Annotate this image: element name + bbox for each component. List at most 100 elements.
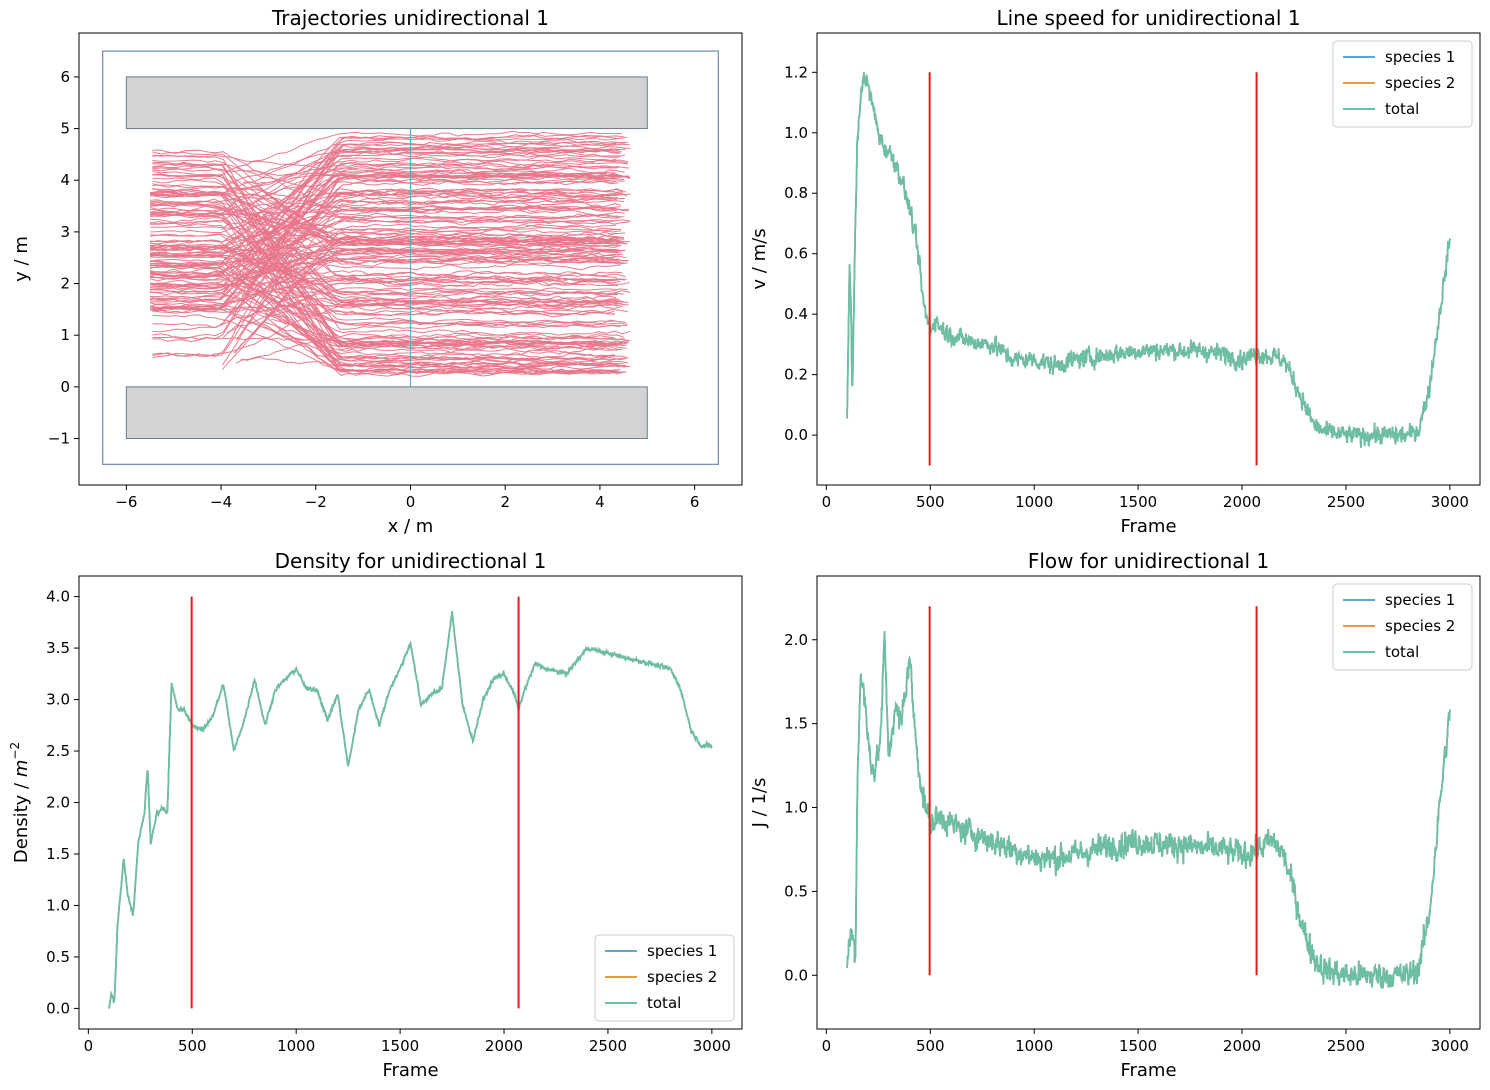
trajectory-path — [149, 253, 621, 285]
trajectory-path — [149, 133, 624, 279]
y-axis-label-text: J / 1/s — [749, 778, 770, 829]
y-tick-label: 4 — [60, 171, 70, 189]
series-total-line — [846, 72, 1451, 448]
series-total-line — [108, 611, 713, 1009]
chart-title: Line speed for unidirectional 1 — [996, 6, 1300, 30]
trajectory-path — [152, 130, 622, 178]
x-tick-label: 2500 — [1327, 493, 1365, 511]
chart-title: Trajectories unidirectional 1 — [271, 6, 549, 30]
y-tick-label: 0.5 — [784, 882, 808, 900]
chart-title: Flow for unidirectional 1 — [1028, 549, 1269, 573]
x-tick-label: 1000 — [1015, 493, 1053, 511]
plot-area — [102, 50, 719, 465]
axes-frame — [816, 575, 1481, 1030]
x-tick-label: 0 — [822, 493, 832, 511]
trajectory-path — [251, 205, 617, 347]
trajectory-path — [234, 231, 617, 354]
legend-label: species 1 — [1385, 591, 1455, 609]
x-axis-label: Frame — [382, 1060, 438, 1081]
y-axis-label-exponent: −2 — [8, 742, 22, 760]
y-tick-label: 0.5 — [46, 948, 70, 966]
trajectory-path — [149, 212, 624, 369]
y-axis-label: J / 1/s — [749, 778, 770, 829]
trajectory-path — [254, 199, 625, 284]
y-axis-label-unit: m — [11, 760, 32, 778]
y-tick-label: 4.0 — [46, 588, 70, 606]
trajectory-path — [149, 150, 622, 224]
x-tick-label: 500 — [916, 493, 945, 511]
x-tick-label: 1000 — [277, 1037, 315, 1055]
x-tick-label: −6 — [115, 493, 137, 511]
trajectory-path — [149, 189, 631, 258]
trajectory-path — [149, 245, 631, 296]
x-tick-label: 1500 — [1119, 1037, 1157, 1055]
legend-box — [1332, 583, 1473, 671]
y-tick-label: −1 — [48, 430, 70, 448]
x-tick-label: 500 — [178, 1037, 207, 1055]
y-tick-label: 5 — [60, 120, 70, 138]
trajectory-path — [152, 173, 621, 330]
trajectory-path — [149, 253, 615, 318]
y-axis-label-text: Density / — [11, 777, 32, 863]
x-tick-label: 0 — [822, 1037, 832, 1055]
trajectory-path — [149, 142, 631, 199]
obstacle — [125, 76, 648, 130]
trajectory-path — [149, 270, 625, 363]
y-tick-label: 1.0 — [46, 896, 70, 914]
y-tick-label: 0.0 — [784, 426, 808, 444]
trajectory-path — [152, 147, 626, 189]
x-axis-label: x / m — [388, 516, 434, 537]
x-tick-label: 2500 — [589, 1037, 627, 1055]
plot-area — [108, 596, 713, 1009]
trajectory-path — [149, 201, 619, 257]
trajectory-path — [261, 270, 617, 301]
trajectory-path — [263, 308, 615, 317]
trajectory-path — [149, 198, 631, 342]
x-tick-label: 4 — [595, 493, 605, 511]
y-tick-label: 0.2 — [784, 366, 808, 384]
legend-label: total — [647, 994, 681, 1012]
trajectory-path — [152, 177, 616, 357]
trajectory-path — [149, 160, 629, 267]
y-tick-label: 3.0 — [46, 691, 70, 709]
y-axis-label: y / m — [11, 236, 32, 282]
trajectory-path — [149, 188, 623, 311]
trajectory-path — [149, 251, 620, 374]
y-axis-label: v / m/s — [749, 228, 770, 289]
trajectory-path — [149, 193, 617, 305]
trajectory-path — [152, 162, 625, 201]
trajectory-path — [149, 172, 631, 311]
axes-frame — [78, 32, 743, 486]
x-axis-label: Frame — [1120, 1060, 1176, 1081]
x-tick-label: 0 — [84, 1037, 94, 1055]
trajectory-path — [149, 189, 630, 212]
legend-label: species 1 — [647, 942, 717, 960]
trajectory-path — [149, 240, 624, 258]
y-tick-label: 1.0 — [784, 124, 808, 142]
trajectory-path — [149, 147, 619, 214]
trajectory-path — [149, 248, 619, 288]
trajectory-path — [149, 222, 626, 377]
x-tick-label: 3000 — [1431, 1037, 1469, 1055]
legend-box — [594, 934, 735, 1022]
y-tick-label: 3 — [60, 223, 70, 241]
series-species-2-line — [846, 631, 1451, 989]
trajectory-path — [149, 226, 622, 293]
trajectory-path — [149, 203, 618, 280]
trajectory-path — [149, 162, 630, 198]
chart-flow: Flow for unidirectional 1 0 500 1000 1500 200… — [749, 549, 1481, 1081]
y-tick-label: 0.0 — [46, 999, 70, 1017]
x-tick-label: 1000 — [1015, 1037, 1053, 1055]
outer-boundary — [102, 50, 719, 465]
trajectory-path — [149, 246, 629, 263]
trajectory-path — [235, 187, 624, 256]
chart-title: Density for unidirectional 1 — [275, 549, 547, 573]
y-tick-label: 6 — [60, 68, 70, 86]
trajectory-path — [149, 140, 617, 300]
legend-label: species 2 — [1385, 617, 1455, 635]
y-tick-label: 0.6 — [784, 245, 808, 263]
x-tick-label: 2000 — [1223, 493, 1261, 511]
chart-density: Density for unidirectional 1 0 500 1000 1500… — [8, 549, 743, 1081]
chart-speed: Line speed for unidirectional 1 0 500 1000 1… — [749, 6, 1481, 537]
trajectory-path — [149, 208, 618, 232]
